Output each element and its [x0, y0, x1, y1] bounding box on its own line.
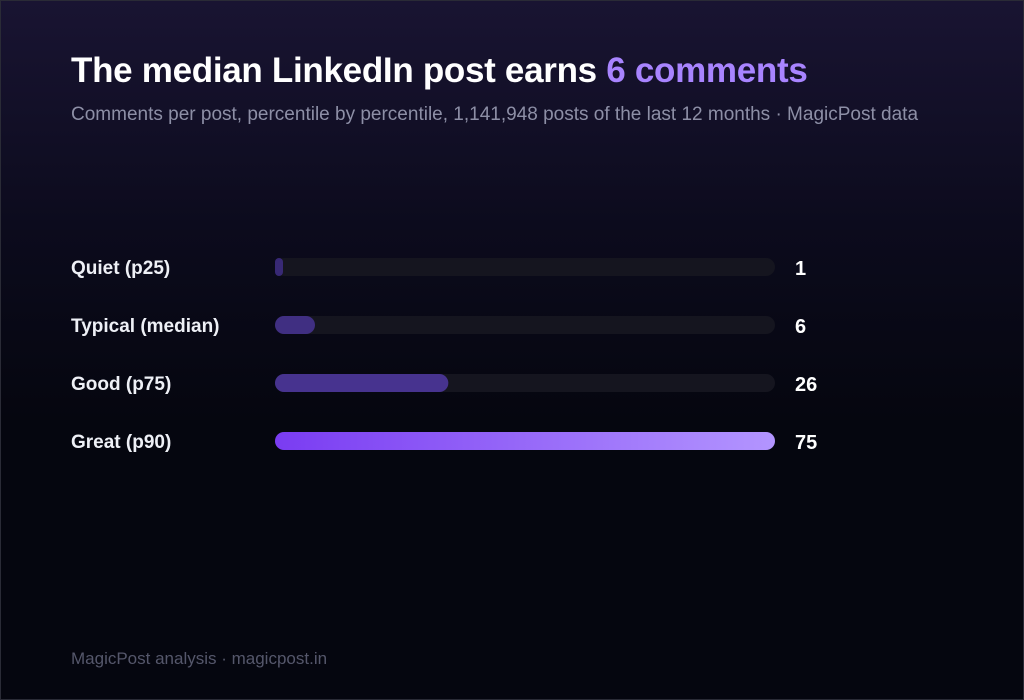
category-label: Typical (median)	[71, 316, 220, 337]
bar	[275, 258, 283, 276]
category-label: Quiet (p25)	[71, 258, 170, 279]
category-label: Great (p90)	[71, 432, 171, 453]
bar-chart: Quiet (p25) 1 Typical (median) 6 Good (p75) 2…	[71, 258, 817, 454]
value-label: 26	[795, 374, 817, 396]
bar-row: Great (p90) 75	[71, 432, 817, 454]
category-label: Good (p75)	[71, 374, 171, 395]
bar-row: Good (p75) 26	[71, 374, 817, 396]
title-highlight: 6 comments	[606, 51, 808, 90]
bar-row: Quiet (p25) 1	[71, 258, 806, 280]
bar	[275, 374, 449, 392]
title-prefix: The median LinkedIn post earns	[71, 51, 607, 90]
bar-row: Typical (median) 6	[71, 316, 806, 338]
value-label: 1	[795, 258, 806, 280]
bar	[275, 432, 775, 450]
value-label: 6	[795, 316, 806, 338]
bar	[275, 316, 315, 334]
bar-track	[275, 316, 775, 334]
chart-title: The median LinkedIn post earns 6 comment…	[71, 51, 808, 91]
chart-subtitle: Comments per post, percentile by percent…	[71, 104, 919, 125]
source-footer: MagicPost analysis · magicpost.in	[71, 649, 328, 668]
value-label: 75	[795, 432, 817, 454]
bar-track	[275, 258, 775, 276]
